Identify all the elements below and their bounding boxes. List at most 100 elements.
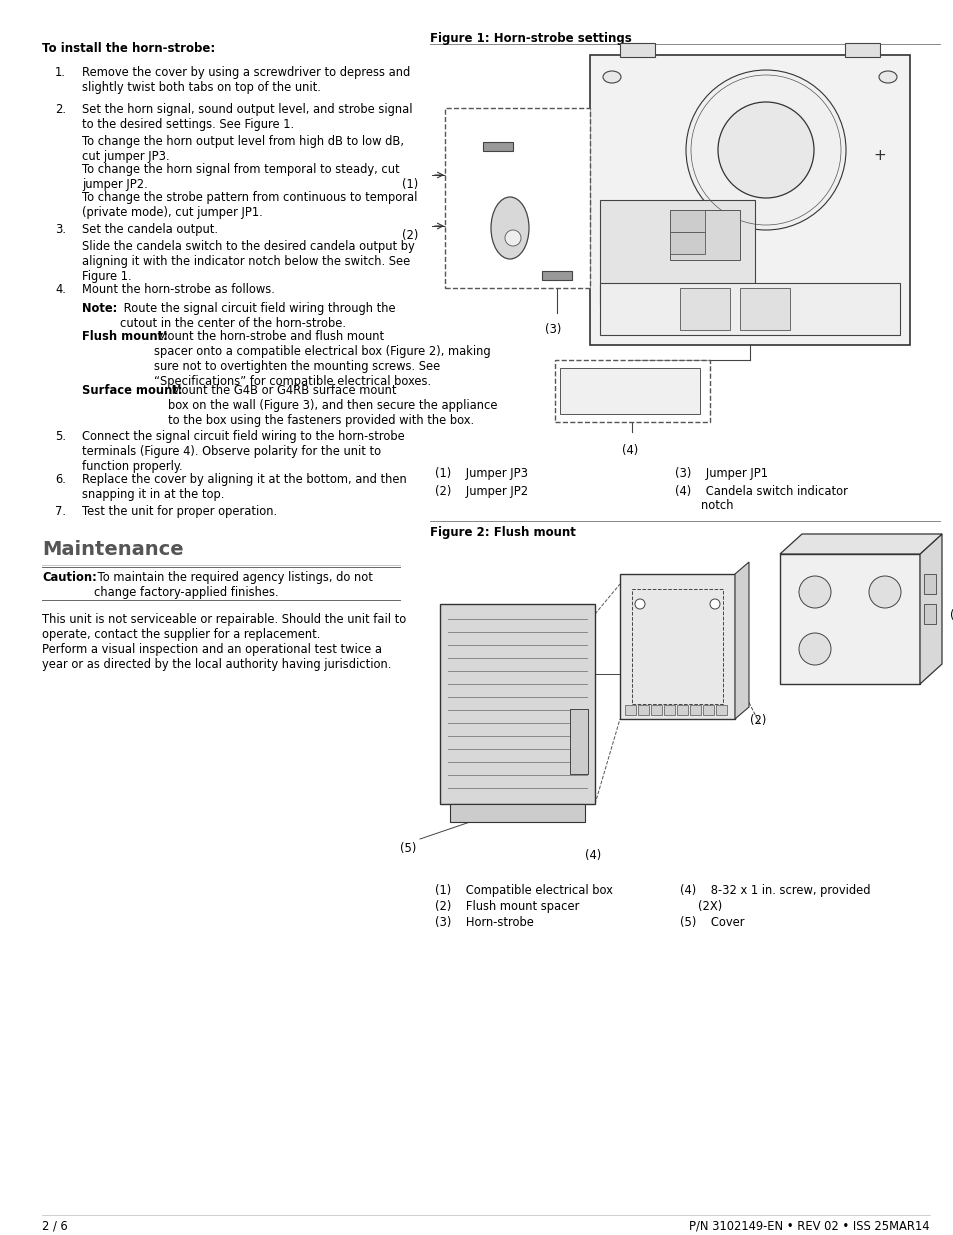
Text: (3): (3) [575, 667, 592, 680]
Text: (5)    Cover: (5) Cover [679, 916, 743, 929]
Text: Connect the signal circuit field wiring to the horn-strobe
terminals (Figure 4).: Connect the signal circuit field wiring … [82, 430, 404, 473]
Bar [780, 555, 919, 684]
Text: To change the strobe pattern from continuous to temporal
(private mode), cut jum: To change the strobe pattern from contin… [82, 191, 417, 219]
Text: (3): (3) [544, 324, 560, 336]
Text: (2)    Jumper JP2: (2) Jumper JP2 [435, 485, 528, 498]
Bar [482, 142, 513, 151]
Bar [450, 804, 584, 823]
Circle shape [635, 599, 644, 609]
Bar [619, 574, 734, 719]
Circle shape [685, 70, 845, 230]
Text: Perform a visual inspection and an operational test twice a
year or as directed : Perform a visual inspection and an opera… [42, 643, 391, 671]
Ellipse shape [491, 198, 529, 259]
Text: (2)    Flush mount spacer: (2) Flush mount spacer [435, 900, 578, 913]
Bar [541, 270, 572, 280]
Circle shape [799, 576, 830, 608]
Bar [923, 574, 935, 594]
Bar [619, 43, 655, 57]
Bar [844, 43, 879, 57]
Bar [669, 232, 704, 254]
Bar [439, 604, 595, 804]
Text: Mount the G4B or G4RB surface mount
box on the wall (Figure 3), and then secure : Mount the G4B or G4RB surface mount box … [168, 384, 497, 427]
Bar [638, 705, 648, 715]
Text: 6.: 6. [55, 473, 66, 487]
Ellipse shape [878, 317, 896, 329]
Text: (2X): (2X) [698, 900, 721, 913]
Bar [599, 283, 899, 335]
Polygon shape [734, 562, 748, 719]
Text: Maintenance: Maintenance [42, 540, 183, 559]
Bar [559, 368, 700, 414]
Text: (1)    Jumper JP3: (1) Jumper JP3 [435, 467, 527, 480]
Bar [702, 705, 713, 715]
Text: To change the horn output level from high dB to low dB,
cut jumper JP3.: To change the horn output level from hig… [82, 135, 403, 163]
Bar [631, 589, 722, 704]
Text: (2): (2) [401, 228, 418, 242]
Text: Test the unit for proper operation.: Test the unit for proper operation. [82, 505, 276, 517]
Text: (3)    Jumper JP1: (3) Jumper JP1 [675, 467, 767, 480]
Text: Slide the candela switch to the desired candela output by
aligning it with the i: Slide the candela switch to the desired … [82, 240, 415, 283]
Bar [679, 288, 729, 330]
Bar [923, 604, 935, 624]
Text: 2.: 2. [55, 103, 66, 116]
Text: 5.: 5. [55, 430, 66, 443]
Bar [669, 210, 740, 261]
Circle shape [799, 634, 830, 664]
Polygon shape [919, 534, 941, 684]
Text: To maintain the required agency listings, do not
change factory-applied finishes: To maintain the required agency listings… [94, 571, 373, 599]
Bar [569, 709, 587, 774]
Text: To install the horn-strobe:: To install the horn-strobe: [42, 42, 215, 56]
Text: +: + [873, 147, 885, 163]
Text: 15: 15 [663, 372, 675, 382]
Text: Note:: Note: [82, 303, 117, 315]
Text: JP3: JP3 [495, 126, 517, 140]
Ellipse shape [878, 70, 896, 83]
Text: Remove the cover by using a screwdriver to depress and
slightly twist both tabs : Remove the cover by using a screwdriver … [82, 65, 410, 94]
Text: Figure 2: Flush mount: Figure 2: Flush mount [430, 526, 576, 538]
Text: 305: 305 [630, 372, 648, 382]
Text: P/N 3102149-EN • REV 02 • ISS 25MAR14: P/N 3102149-EN • REV 02 • ISS 25MAR14 [689, 1220, 929, 1233]
Text: (1): (1) [401, 178, 417, 191]
Text: Route the signal circuit field wiring through the
cutout in the center of the ho: Route the signal circuit field wiring th… [120, 303, 395, 330]
Text: 1.: 1. [55, 65, 66, 79]
Text: Flush mount:: Flush mount: [82, 330, 168, 343]
Polygon shape [780, 534, 941, 555]
Text: 3.: 3. [55, 224, 66, 236]
Text: Mount the horn-strobe and flush mount
spacer onto a compatible electrical box (F: Mount the horn-strobe and flush mount sp… [153, 330, 490, 388]
Text: notch: notch [700, 499, 733, 513]
Text: 4.: 4. [55, 283, 66, 296]
Text: Figure 1: Horn-strobe settings: Figure 1: Horn-strobe settings [430, 32, 631, 44]
Bar [444, 107, 589, 288]
Text: (3)    Horn-strobe: (3) Horn-strobe [435, 916, 534, 929]
Bar [589, 56, 909, 345]
Bar [650, 705, 661, 715]
Text: Surface mount:: Surface mount: [82, 384, 182, 396]
Text: 7.: 7. [55, 505, 66, 517]
Text: Set the horn signal, sound output level, and strobe signal
to the desired settin: Set the horn signal, sound output level,… [82, 103, 412, 131]
Text: (4): (4) [621, 445, 638, 457]
Text: Mount the horn-strobe as follows.: Mount the horn-strobe as follows. [82, 283, 274, 296]
Text: Set the candela output.: Set the candela output. [82, 224, 218, 236]
Bar [716, 705, 726, 715]
Text: JP1: JP1 [539, 256, 562, 269]
Text: (1)    Compatible electrical box: (1) Compatible electrical box [435, 884, 612, 897]
Text: (4)    Candela switch indicator: (4) Candela switch indicator [675, 485, 847, 498]
Bar [677, 705, 687, 715]
Bar [624, 705, 636, 715]
Text: 110: 110 [564, 372, 581, 382]
Bar [669, 210, 704, 232]
Text: 2 / 6: 2 / 6 [42, 1220, 68, 1233]
Ellipse shape [602, 317, 620, 329]
Ellipse shape [504, 230, 520, 246]
Ellipse shape [602, 70, 620, 83]
Circle shape [868, 576, 900, 608]
Text: Replace the cover by aligning it at the bottom, and then
snapping it in at the t: Replace the cover by aligning it at the … [82, 473, 406, 501]
Circle shape [718, 103, 813, 198]
Bar [599, 200, 754, 305]
Text: Caution:: Caution: [42, 571, 96, 584]
Text: JP2: JP2 [459, 261, 482, 273]
Bar [689, 705, 700, 715]
Bar [740, 288, 789, 330]
Text: (1): (1) [949, 609, 953, 622]
Text: (5): (5) [399, 842, 416, 855]
